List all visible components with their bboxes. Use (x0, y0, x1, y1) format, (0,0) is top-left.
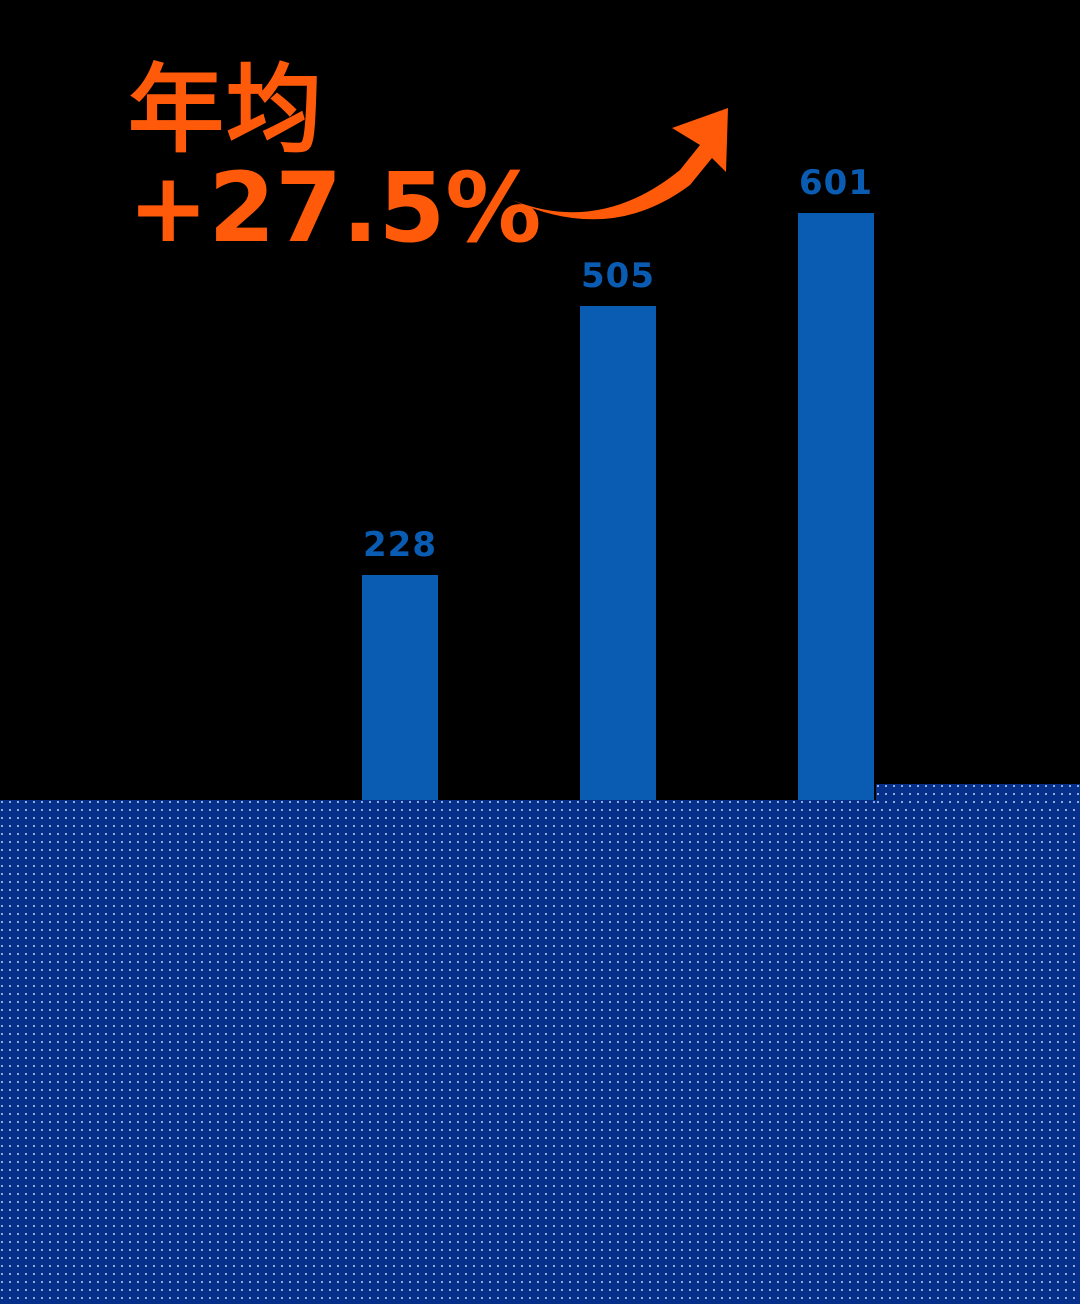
data-label-2: 601 (799, 163, 873, 204)
arrow-up-icon (512, 108, 728, 220)
floor-pattern-left (0, 800, 1080, 1304)
bar-0 (362, 574, 438, 800)
data-label-0: 228 (363, 524, 437, 565)
floor-pattern-right (876, 784, 1080, 804)
data-label-1: 505 (581, 256, 655, 297)
chart-title: 年均 (128, 54, 324, 166)
bar-2 (798, 213, 874, 800)
growth-annotation: +27.5% (128, 152, 542, 264)
bar-1 (580, 306, 656, 800)
